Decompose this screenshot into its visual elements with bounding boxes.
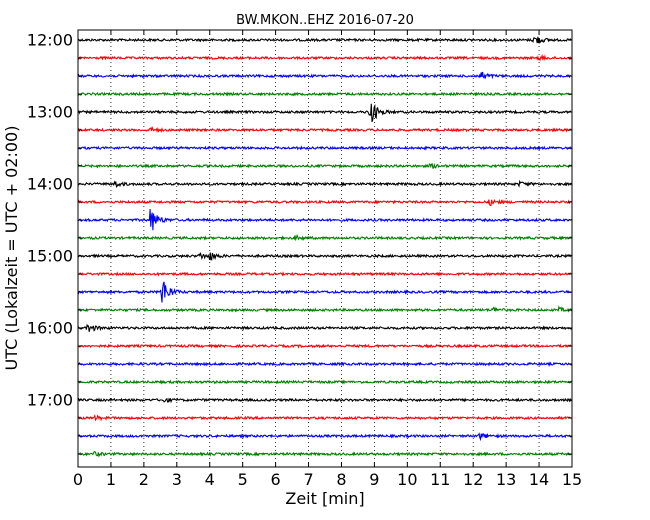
x-tick-label: 4 <box>205 470 215 489</box>
x-tick-label: 13 <box>496 470 516 489</box>
trace-1215 <box>77 53 572 62</box>
plot-frame <box>77 29 573 468</box>
trace-1545 <box>77 305 573 313</box>
trace-1630 <box>77 361 572 367</box>
y-axis: 12:00 13:00 14:00 15:00 16:00 17:00 <box>27 31 572 455</box>
x-tick-label: 15 <box>562 470 582 489</box>
trace-1415 <box>77 198 572 207</box>
trace-1245 <box>77 91 572 97</box>
trace-1645 <box>77 379 572 385</box>
x-tick-label: 11 <box>430 470 450 489</box>
x-tick-label: 7 <box>303 470 313 489</box>
trace-1600 <box>77 323 572 332</box>
trace-1715 <box>77 413 572 422</box>
x-tick-label: 10 <box>397 470 417 489</box>
trace-1315 <box>77 125 572 134</box>
x-tick-label: 0 <box>73 470 83 489</box>
trace-1745 <box>77 451 572 458</box>
y-tick-label: 14:00 <box>27 175 73 194</box>
x-tick-label: 14 <box>529 470 549 489</box>
trace-1300 <box>77 103 572 122</box>
trace-1700 <box>77 397 572 404</box>
trace-1200 <box>77 36 572 44</box>
trace-1500 <box>77 251 572 261</box>
trace-1330 <box>77 145 572 151</box>
y-tick-label: 15:00 <box>27 247 73 266</box>
x-axis-label: Zeit [min] <box>285 489 364 508</box>
trace-1230 <box>77 71 572 80</box>
y-tick-label: 13:00 <box>27 103 73 122</box>
x-tick-label: 9 <box>369 470 379 489</box>
y-axis-label: UTC (Lokalzeit = UTC + 02:00) <box>2 126 21 371</box>
y-tick-label: 17:00 <box>27 391 73 410</box>
grid <box>110 30 540 467</box>
trace-1515 <box>77 271 572 277</box>
x-axis: 0 1 2 3 4 5 6 7 8 9 10 11 12 13 14 15 <box>73 30 582 489</box>
trace-1400 <box>78 179 573 188</box>
x-tick-label: 5 <box>238 470 248 489</box>
trace-1530 <box>77 281 572 303</box>
x-tick-label: 1 <box>106 470 116 489</box>
chart-title: BW.MKON..EHZ 2016-07-20 <box>236 13 414 28</box>
trace-1345 <box>77 162 572 169</box>
traces <box>77 36 573 458</box>
x-tick-label: 6 <box>271 470 281 489</box>
trace-1615 <box>77 343 572 349</box>
trace-1445 <box>77 233 572 242</box>
x-tick-label: 8 <box>336 470 346 489</box>
x-tick-label: 3 <box>172 470 182 489</box>
x-tick-label: 2 <box>139 470 149 489</box>
trace-1730 <box>77 432 572 442</box>
trace-1430 <box>77 208 572 231</box>
y-tick-label: 12:00 <box>27 31 73 50</box>
y-tick-label: 16:00 <box>27 319 73 338</box>
x-tick-label: 12 <box>463 470 483 489</box>
